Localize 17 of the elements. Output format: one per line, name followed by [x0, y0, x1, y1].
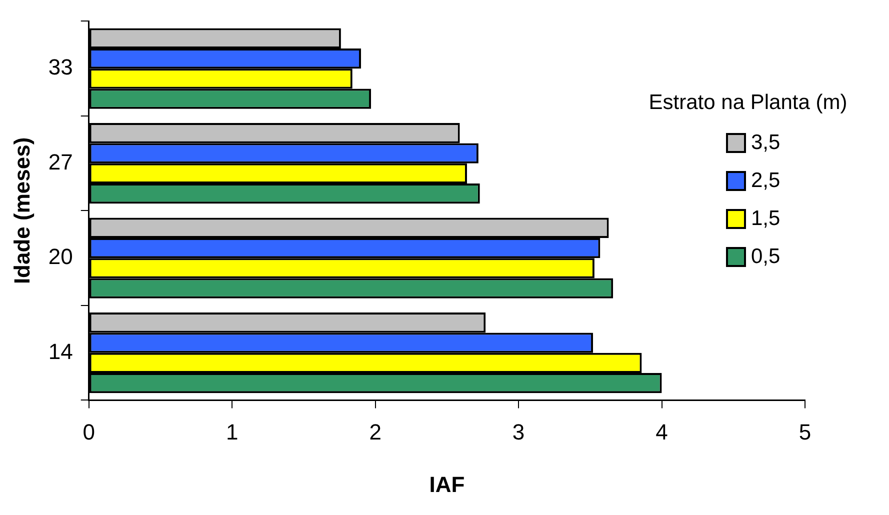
y-axis-title: Idade (meses) [9, 137, 34, 284]
x-tick-label: 5 [798, 419, 812, 444]
x-tick-label: 3 [512, 419, 525, 444]
x-axis-title: IAF [429, 472, 465, 497]
y-tick-label: 14 [48, 338, 73, 364]
legend-label: 3,5 [751, 131, 780, 155]
legend-title: Estrato na Planta (m) [648, 90, 848, 116]
x-tick-label: 0 [82, 419, 95, 444]
y-tick-label: 20 [48, 244, 73, 270]
legend-label: 1,5 [751, 207, 780, 231]
legend-label: 2,5 [751, 169, 780, 193]
legend-label: 0,5 [751, 245, 780, 269]
x-tick-label: 2 [369, 419, 382, 444]
x-tick-label: 4 [656, 419, 668, 444]
y-tick-label: 27 [48, 149, 73, 174]
x-tick-label: 1 [226, 419, 238, 444]
y-tick-label: 33 [48, 54, 73, 80]
